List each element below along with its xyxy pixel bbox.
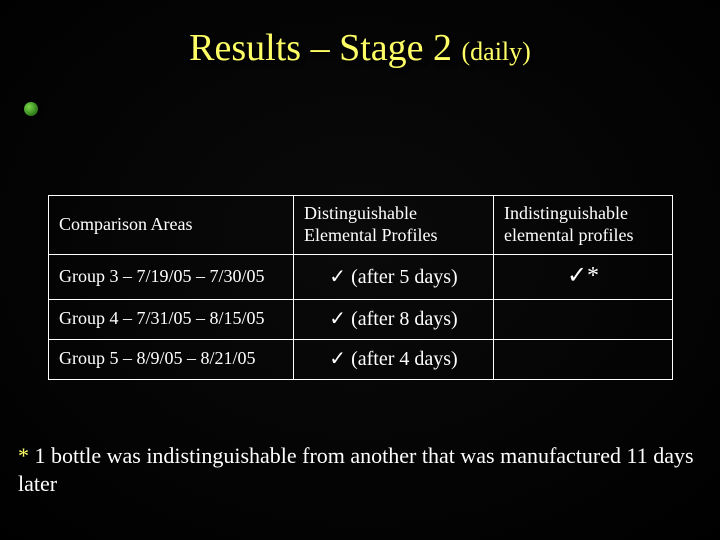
footnote-asterisk: * — [18, 443, 35, 468]
results-table-wrap: Comparison Areas Distinguishable Element… — [48, 195, 672, 380]
row-distinguishable: ✓ (after 4 days) — [294, 339, 494, 379]
dist-text: (after 5 days) — [346, 266, 458, 288]
bullet-decor — [24, 102, 38, 116]
page-title: Results – Stage 2 (daily) — [0, 26, 720, 70]
check-icon: ✓ — [329, 308, 346, 330]
dist-text: (after 4 days) — [346, 348, 458, 370]
dist-text: (after 8 days) — [346, 308, 458, 330]
table-header-row: Comparison Areas Distinguishable Element… — [49, 196, 673, 255]
row-distinguishable: ✓ (after 8 days) — [294, 299, 494, 339]
check-icon: ✓ — [567, 262, 587, 289]
header-indistinguishable: Indistinguishable elemental profiles — [494, 196, 673, 255]
header-distinguishable: Distinguishable Elemental Profiles — [294, 196, 494, 255]
indist-text: * — [587, 263, 599, 289]
row-indistinguishable — [494, 299, 673, 339]
check-icon: ✓ — [329, 266, 346, 288]
row-indistinguishable — [494, 339, 673, 379]
check-icon: ✓ — [329, 348, 346, 370]
row-label: Group 5 – 8/9/05 – 8/21/05 — [49, 339, 294, 379]
row-label: Group 4 – 7/31/05 – 8/15/05 — [49, 299, 294, 339]
title-main: Results – Stage 2 — [189, 27, 461, 69]
table-row: Group 4 – 7/31/05 – 8/15/05 ✓ (after 8 d… — [49, 299, 673, 339]
table-row: Group 5 – 8/9/05 – 8/21/05 ✓ (after 4 da… — [49, 339, 673, 379]
footnote: * 1 bottle was indistinguishable from an… — [18, 442, 700, 497]
row-label: Group 3 – 7/19/05 – 7/30/05 — [49, 255, 294, 300]
header-comparison-areas: Comparison Areas — [49, 196, 294, 255]
results-table: Comparison Areas Distinguishable Element… — [48, 195, 673, 380]
title-paren: (daily) — [462, 37, 531, 66]
footnote-text: 1 bottle was indistinguishable from anot… — [18, 443, 694, 496]
row-indistinguishable: ✓* — [494, 255, 673, 300]
row-distinguishable: ✓ (after 5 days) — [294, 255, 494, 300]
table-row: Group 3 – 7/19/05 – 7/30/05 ✓ (after 5 d… — [49, 255, 673, 300]
